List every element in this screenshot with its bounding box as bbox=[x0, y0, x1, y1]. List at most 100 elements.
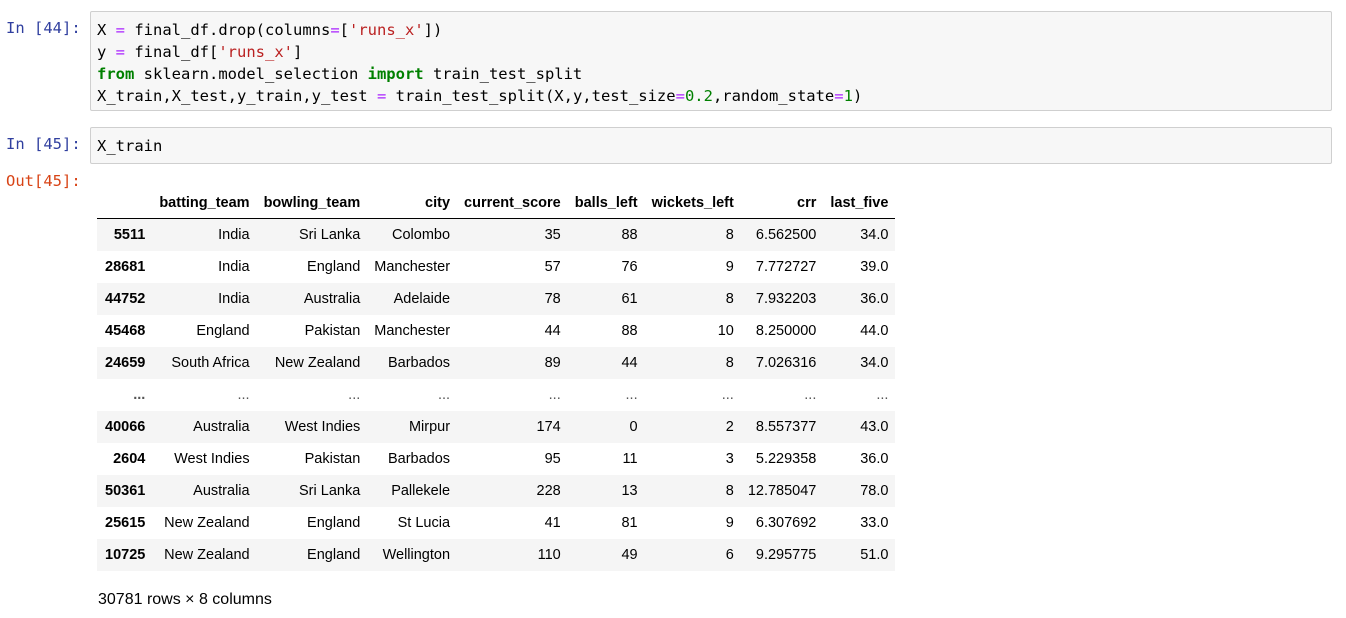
cell-44-code: X = final_df.drop(columns=['runs_x']) y =… bbox=[91, 12, 1331, 114]
table-row: 2604 West Indies Pakistan Barbados 95 11 3 5.22… bbox=[97, 443, 895, 475]
table-cell: 7.772727 bbox=[755, 258, 817, 275]
table-row: 10725 New Zealand England Wellington 110 49 6 9… bbox=[97, 538, 896, 571]
code-token: 0.2 bbox=[684, 87, 713, 105]
table-cell: Sri Lanka bbox=[299, 482, 361, 499]
table-cell: Barbados bbox=[387, 450, 451, 467]
column-header-city: city bbox=[367, 188, 458, 219]
table-row: 40066 Australia West Indies Mirpur 174 0 2 8.55… bbox=[97, 410, 896, 443]
table-cell: 34.0 bbox=[860, 354, 889, 371]
table-cell: 5.229358 bbox=[755, 450, 817, 467]
table-cell: West Indies bbox=[174, 450, 250, 467]
table-cell: 81 bbox=[621, 514, 638, 531]
table-cell: 10 bbox=[717, 322, 734, 339]
table-cell: Adelaide bbox=[393, 290, 451, 307]
table-cell: 6.562500 bbox=[755, 226, 817, 243]
table-cell: West Indies bbox=[284, 418, 361, 435]
table-cell: India bbox=[218, 226, 250, 243]
code-line: y = final_df['runs_x'] bbox=[97, 41, 1325, 63]
code-token: = bbox=[115, 43, 126, 61]
table-cell: 9 bbox=[725, 258, 734, 275]
table-cell: Manchester bbox=[374, 322, 451, 339]
dataframe-table: batting_team bowling_team city current_scor… bbox=[97, 188, 896, 571]
table-cell: 39.0 bbox=[860, 258, 889, 275]
table-cell: 12.785047 bbox=[747, 482, 817, 499]
column-header-batting-team: batting_team bbox=[152, 188, 257, 219]
table-cell: 36.0 bbox=[860, 450, 889, 467]
code-token: 1 bbox=[843, 87, 853, 105]
table-cell: ... bbox=[437, 386, 451, 403]
table-cell: England bbox=[196, 322, 250, 339]
table-cell: 9.295775 bbox=[755, 546, 817, 563]
row-index: 44752 bbox=[105, 290, 146, 307]
code-line: X_train,X_test,y_train,y_test = train_te… bbox=[97, 85, 1325, 107]
table-cell: Sri Lanka bbox=[299, 226, 361, 243]
code-token: ]) bbox=[423, 21, 443, 39]
table-cell: Colombo bbox=[392, 226, 451, 243]
code-token: [ bbox=[339, 21, 350, 39]
column-header-wickets-left: wickets_left bbox=[644, 188, 741, 219]
table-row: 45468 England Pakistan Manchester 44 88 10 8.25… bbox=[97, 315, 895, 347]
table-cell: 44 bbox=[544, 322, 561, 339]
code-token: ,random_state bbox=[712, 87, 835, 105]
table-cell: 36.0 bbox=[860, 290, 889, 307]
dataframe-header: batting_team bowling_team city current_scor… bbox=[97, 188, 896, 219]
table-cell: 3 bbox=[725, 450, 734, 467]
table-cell: India bbox=[218, 258, 250, 275]
table-cell: New Zealand bbox=[164, 514, 250, 531]
table-cell: 95 bbox=[544, 450, 561, 467]
code-token: X_train bbox=[97, 137, 163, 155]
column-header-last-five: last_five bbox=[823, 188, 896, 219]
dataframe-body: 5511 India Sri Lanka Colombo 35 88 8 6.562500 34… bbox=[97, 218, 896, 571]
code-token: final_df.drop(columns bbox=[125, 21, 331, 39]
column-header-current-score: current_score bbox=[457, 188, 568, 219]
table-cell: ... bbox=[237, 386, 250, 403]
table-cell: 7.932203 bbox=[755, 290, 817, 307]
row-index: 25615 bbox=[105, 514, 146, 531]
table-cell: England bbox=[307, 546, 361, 563]
table-cell: ... bbox=[348, 386, 361, 403]
table-cell: New Zealand bbox=[274, 354, 361, 371]
table-cell: 78 bbox=[544, 290, 561, 307]
table-row: 50361 Australia Sri Lanka Pallekele 228 13 8 12… bbox=[97, 474, 896, 507]
table-row: 24659 South Africa New Zealand Barbados 89 44… bbox=[97, 346, 896, 379]
code-token: import bbox=[367, 65, 424, 83]
table-cell: 78.0 bbox=[860, 482, 889, 499]
row-index: 50361 bbox=[105, 482, 146, 499]
row-index: 24659 bbox=[105, 354, 146, 371]
table-cell: New Zealand bbox=[164, 546, 250, 563]
table-cell: 7.026316 bbox=[755, 354, 817, 371]
table-cell: 8.250000 bbox=[755, 322, 817, 339]
code-line: from sklearn.model_selection import trai… bbox=[97, 63, 1325, 85]
table-cell: Wellington bbox=[382, 546, 451, 563]
header-row: batting_team bowling_team city current_scor… bbox=[97, 188, 896, 219]
table-cell: 6.307692 bbox=[755, 514, 817, 531]
table-cell: ... bbox=[876, 386, 889, 403]
table-cell: 41 bbox=[544, 514, 561, 531]
code-token: X_train,X_test,y_train,y_test bbox=[97, 87, 377, 105]
table-cell: England bbox=[307, 514, 361, 531]
code-token: = bbox=[330, 21, 340, 39]
code-token: = bbox=[834, 87, 844, 105]
table-cell: 49 bbox=[621, 546, 638, 563]
table-cell: 174 bbox=[536, 418, 561, 435]
cell-44-code-editor[interactable]: X = final_df.drop(columns=['runs_x']) y =… bbox=[90, 11, 1332, 111]
row-index: 28681 bbox=[105, 258, 146, 275]
table-cell: Pallekele bbox=[391, 482, 451, 499]
code-token: y bbox=[97, 43, 116, 61]
table-cell: 8 bbox=[725, 354, 734, 371]
cell-45-prompt: In [45]: bbox=[6, 135, 81, 153]
code-token: X bbox=[97, 21, 116, 39]
code-token: ) bbox=[852, 87, 863, 105]
column-header-crr: crr bbox=[740, 188, 824, 219]
table-cell: 8.557377 bbox=[755, 418, 817, 435]
table-cell: 8 bbox=[725, 290, 734, 307]
table-cell: 13 bbox=[621, 482, 638, 499]
table-cell: England bbox=[307, 258, 361, 275]
table-row: ........................... bbox=[97, 379, 895, 411]
table-cell: 8 bbox=[725, 226, 734, 243]
code-token: = bbox=[675, 87, 685, 105]
table-cell: 33.0 bbox=[860, 514, 889, 531]
code-line: X = final_df.drop(columns=['runs_x']) bbox=[97, 19, 1325, 41]
table-row: 5511 India Sri Lanka Colombo 35 88 8 6.562500 34… bbox=[97, 218, 896, 251]
cell-45-code-editor[interactable]: X_train bbox=[90, 127, 1332, 164]
